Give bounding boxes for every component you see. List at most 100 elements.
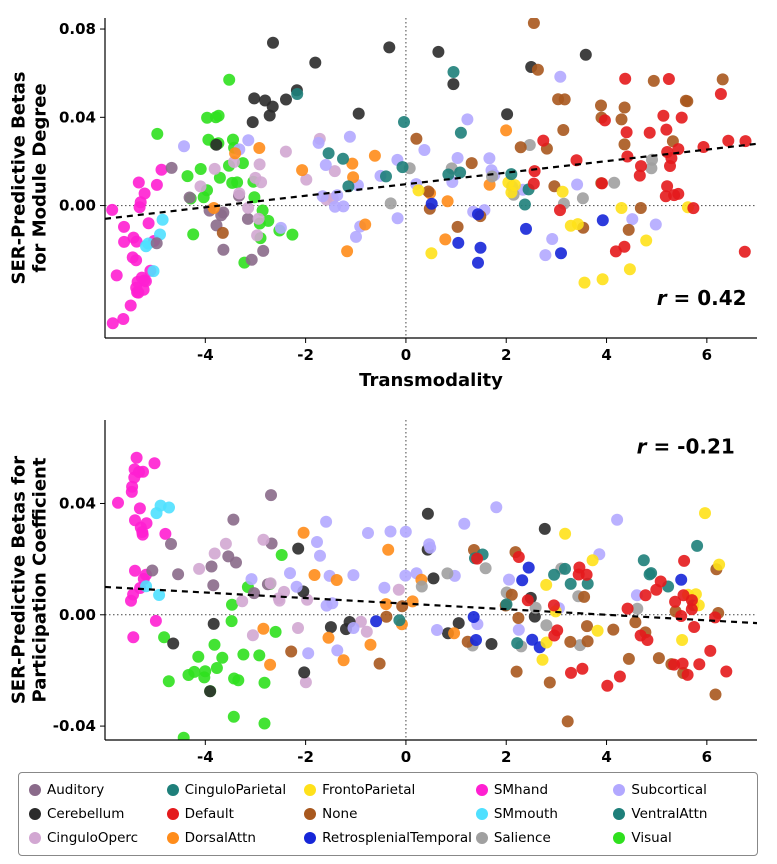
point bbox=[118, 236, 130, 248]
point bbox=[432, 46, 444, 58]
point bbox=[317, 190, 329, 202]
point bbox=[454, 167, 466, 179]
point bbox=[592, 625, 604, 637]
legend-label: Subcortical bbox=[631, 782, 706, 798]
point bbox=[621, 151, 633, 163]
point bbox=[565, 667, 577, 679]
point bbox=[559, 563, 571, 575]
point bbox=[344, 131, 356, 143]
point bbox=[618, 241, 630, 253]
point bbox=[127, 631, 139, 643]
point bbox=[216, 652, 228, 664]
point bbox=[458, 518, 470, 530]
point bbox=[227, 514, 239, 526]
point bbox=[257, 245, 269, 257]
point bbox=[619, 138, 631, 150]
point bbox=[416, 581, 428, 593]
point bbox=[298, 527, 310, 539]
point bbox=[699, 507, 711, 519]
point bbox=[148, 265, 160, 277]
point bbox=[678, 555, 690, 567]
point bbox=[576, 663, 588, 675]
point bbox=[209, 639, 221, 651]
point bbox=[486, 171, 498, 183]
point bbox=[187, 228, 199, 240]
legend-swatch bbox=[167, 832, 179, 844]
point bbox=[347, 569, 359, 581]
point bbox=[431, 624, 443, 636]
point bbox=[222, 550, 234, 562]
ylabel: SER-Predictive Betasfor Module Degree bbox=[9, 72, 51, 285]
point bbox=[501, 108, 513, 120]
point bbox=[717, 73, 729, 85]
point bbox=[129, 514, 141, 526]
point bbox=[150, 615, 162, 627]
point bbox=[253, 213, 265, 225]
point bbox=[380, 170, 392, 182]
ytick-label: -0.04 bbox=[53, 717, 96, 735]
point bbox=[557, 186, 569, 198]
point bbox=[441, 567, 453, 579]
point bbox=[622, 603, 634, 615]
point bbox=[426, 198, 438, 210]
point bbox=[130, 282, 142, 294]
chart-svg: -4-202460.000.040.08TransmodalitySER-Pre… bbox=[0, 0, 777, 780]
point bbox=[151, 179, 163, 191]
point bbox=[133, 177, 145, 189]
point bbox=[529, 165, 541, 177]
legend-swatch bbox=[29, 808, 41, 820]
legend-item: Auditory bbox=[29, 779, 163, 801]
point bbox=[423, 538, 435, 550]
point bbox=[650, 584, 662, 596]
legend-swatch bbox=[304, 808, 316, 820]
point bbox=[149, 457, 161, 469]
legend-label: Auditory bbox=[47, 782, 104, 798]
point bbox=[418, 144, 430, 156]
points bbox=[112, 452, 777, 756]
point bbox=[413, 184, 425, 196]
point bbox=[704, 645, 716, 657]
point bbox=[635, 202, 647, 214]
point bbox=[551, 624, 563, 636]
point bbox=[393, 614, 405, 626]
point bbox=[713, 559, 725, 571]
point bbox=[608, 177, 620, 189]
point bbox=[548, 599, 560, 611]
point bbox=[522, 594, 534, 606]
point bbox=[217, 227, 229, 239]
point bbox=[226, 615, 238, 627]
point bbox=[663, 73, 675, 85]
legend-label: DorsalAttn bbox=[185, 830, 256, 846]
point bbox=[208, 618, 220, 630]
point bbox=[130, 254, 142, 266]
point bbox=[311, 536, 323, 548]
legend-item: CinguloOperc bbox=[29, 827, 163, 849]
point bbox=[242, 202, 254, 214]
point bbox=[292, 543, 304, 555]
point bbox=[596, 177, 608, 189]
point bbox=[472, 257, 484, 269]
legend-item: CinguloParietal bbox=[167, 779, 301, 801]
point bbox=[286, 229, 298, 241]
legend-label: Default bbox=[185, 806, 234, 822]
point bbox=[452, 221, 464, 233]
point bbox=[739, 246, 751, 258]
point bbox=[571, 179, 583, 191]
point bbox=[242, 213, 254, 225]
point bbox=[284, 567, 296, 579]
ytick-label: 0.08 bbox=[59, 20, 96, 38]
legend-swatch bbox=[304, 832, 316, 844]
point bbox=[399, 570, 411, 582]
point bbox=[365, 639, 377, 651]
point bbox=[660, 124, 672, 136]
point bbox=[125, 300, 137, 312]
point bbox=[623, 653, 635, 665]
point bbox=[396, 600, 408, 612]
point bbox=[129, 463, 141, 475]
point bbox=[532, 64, 544, 76]
point bbox=[686, 594, 698, 606]
point bbox=[246, 254, 258, 266]
point bbox=[634, 170, 646, 182]
point bbox=[619, 73, 631, 85]
point bbox=[691, 540, 703, 552]
